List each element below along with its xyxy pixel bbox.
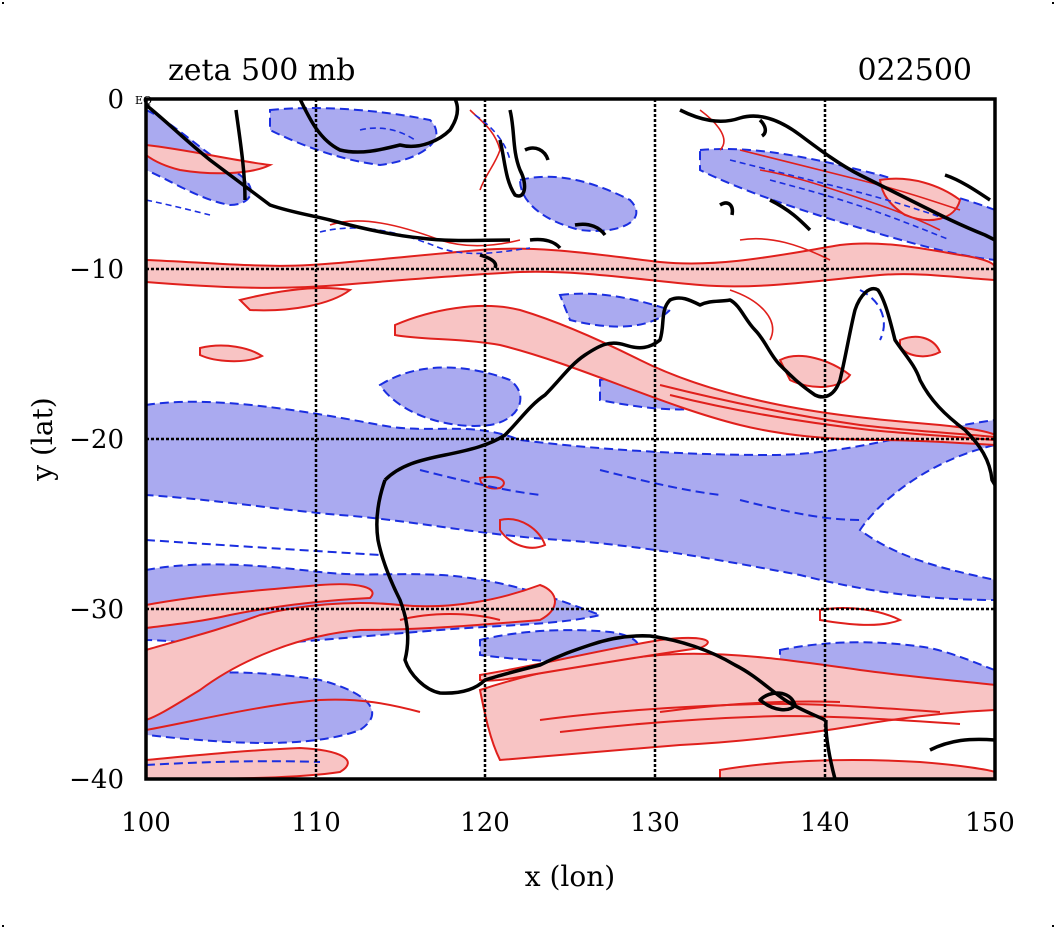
x-tick-label: 150 [965, 808, 1015, 838]
y-tick-label: −40 [69, 765, 124, 795]
gridlines [146, 99, 995, 779]
y-tick-label: −10 [69, 255, 124, 285]
y-axis-label: y (lat) [26, 397, 59, 481]
small-scale-contours [146, 109, 961, 341]
x-tick-label: 120 [460, 808, 510, 838]
title-left: zeta 500 mb [168, 53, 356, 88]
negative-contour-lines [146, 289, 885, 766]
x-tick-label: 140 [800, 808, 850, 838]
y-tick-labels: 0 −10 −20 −30 −40 [69, 85, 124, 795]
x-tick-label: 130 [630, 808, 680, 838]
coastline [146, 99, 995, 779]
plot-area [146, 99, 995, 779]
title-right: 022500 [857, 53, 972, 88]
y-tick-label: 0 [107, 85, 124, 115]
plot-frame [144, 97, 997, 781]
x-tick-label: 110 [291, 808, 341, 838]
x-axis-label: x (lon) [525, 860, 615, 893]
equator-mark: EQ [135, 94, 152, 107]
x-tick-labels: 100 110 120 130 140 150 [121, 808, 1015, 838]
y-tick-label: −20 [69, 425, 124, 455]
y-tick-label: −30 [69, 595, 124, 625]
x-tick-label: 100 [121, 808, 171, 838]
